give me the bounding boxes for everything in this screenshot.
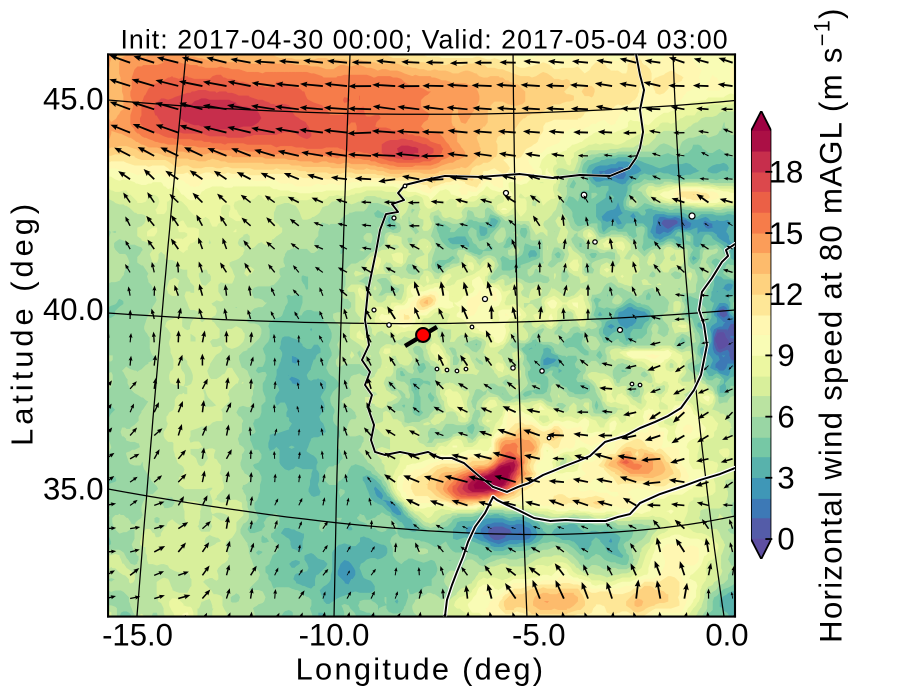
svg-text:-15.0: -15.0: [102, 617, 173, 652]
svg-text:6: 6: [777, 399, 794, 434]
svg-text:-10.0: -10.0: [299, 617, 370, 652]
svg-text:45.0: 45.0: [43, 81, 104, 116]
svg-text:0.0: 0.0: [705, 617, 748, 652]
svg-text:Horizontal wind speed at 80 mA: Horizontal wind speed at 80 mAGL (m s−1): [810, 7, 849, 643]
svg-text:Init: 2017-04-30 00:00; Valid:: Init: 2017-04-30 00:00; Valid: 2017-05-0…: [120, 24, 728, 54]
svg-text:35.0: 35.0: [43, 472, 104, 507]
svg-text:15: 15: [769, 216, 804, 251]
svg-text:Longitude (deg): Longitude (deg): [296, 652, 546, 687]
svg-text:3: 3: [777, 461, 794, 496]
svg-text:12: 12: [769, 277, 804, 312]
svg-text:-5.0: -5.0: [512, 617, 566, 652]
svg-text:Latitude (deg): Latitude (deg): [4, 200, 39, 446]
svg-text:18: 18: [769, 155, 804, 190]
svg-text:9: 9: [777, 338, 794, 373]
svg-text:0: 0: [777, 522, 794, 557]
svg-text:40.0: 40.0: [43, 292, 104, 327]
